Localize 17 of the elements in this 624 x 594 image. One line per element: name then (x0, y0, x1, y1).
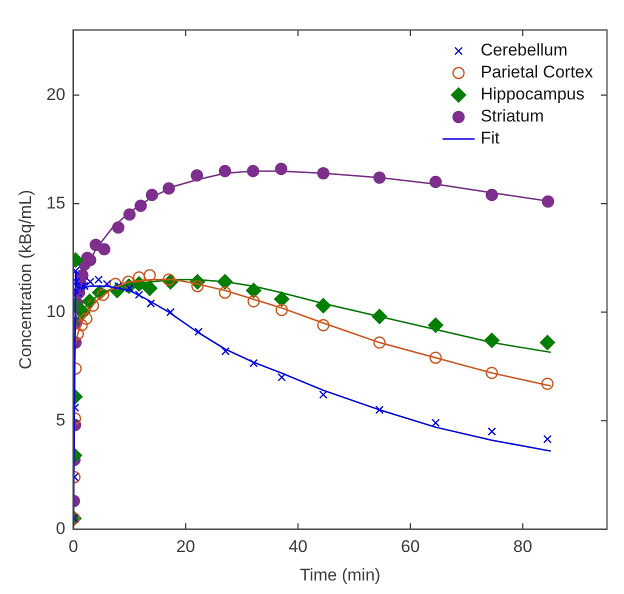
y-tick-label: 10 (46, 302, 66, 321)
x-tick-label: 40 (288, 537, 308, 556)
x-tick-label: 60 (400, 537, 420, 556)
legend-label: Cerebellum (480, 40, 568, 60)
legend-label: Fit (480, 128, 500, 148)
legend-label: Hippocampus (480, 84, 585, 104)
y-tick-label: 15 (46, 193, 66, 212)
legend-label: Striatum (480, 106, 544, 126)
x-tick-label: 0 (68, 537, 78, 556)
legend-label: Parietal Cortex (480, 62, 594, 82)
x-axis-title: Time (min) (300, 565, 380, 584)
x-tick-label: 80 (513, 537, 532, 556)
y-tick-label: 5 (56, 410, 66, 430)
y-axis-title: Concentration (kBq/mL) (16, 190, 35, 370)
y-tick-label: 0 (56, 518, 66, 538)
y-tick-label: 20 (46, 84, 66, 104)
x-tick-label: 20 (176, 537, 196, 556)
